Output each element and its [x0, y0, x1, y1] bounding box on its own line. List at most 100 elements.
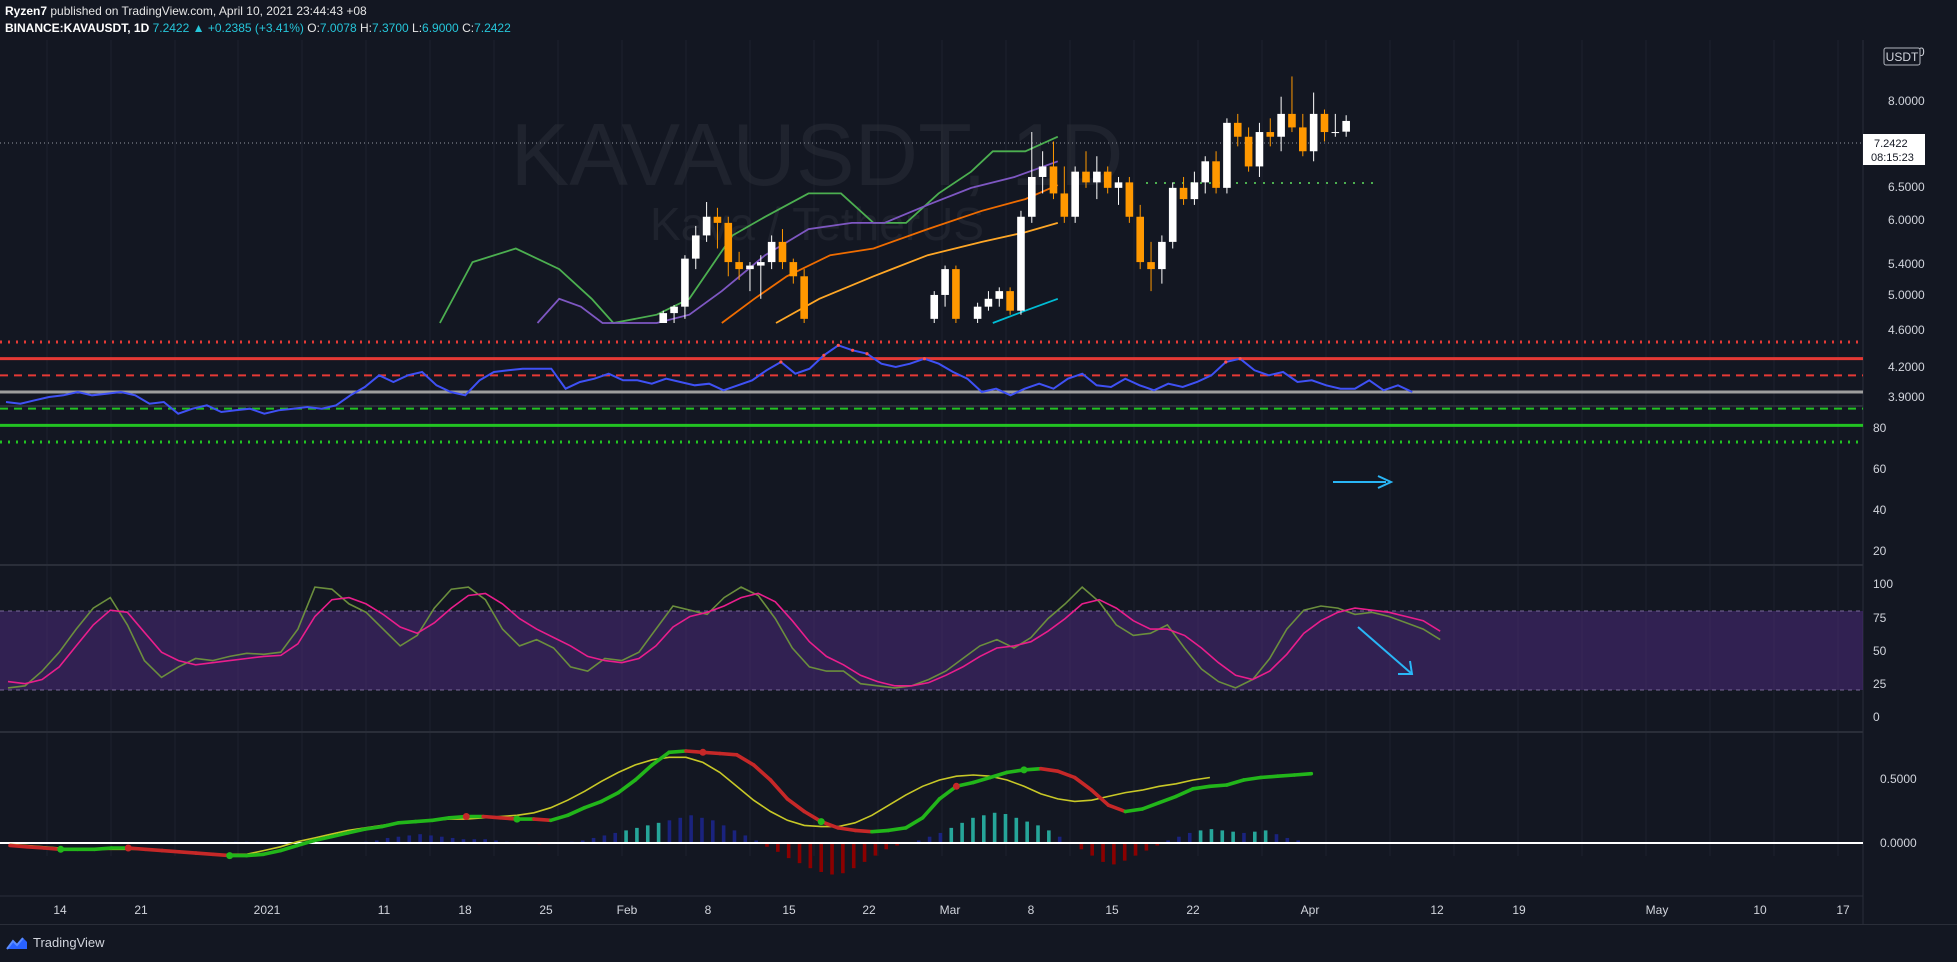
rsi-series-line [5, 344, 1413, 415]
publish-info: Ryzen7 published on TradingView.com, Apr… [5, 4, 367, 18]
price-tick-label: 4.6000 [1888, 323, 1925, 337]
macd-histogram-bar [1025, 821, 1029, 843]
macd-line-segment [1089, 788, 1111, 808]
candle-body [724, 222, 733, 263]
rsi-overbought-point [822, 353, 826, 357]
macd-histogram-bar [938, 832, 943, 843]
macd-line-segment [667, 749, 688, 755]
macd-line-segment [92, 846, 114, 852]
macd-histogram-bar [808, 843, 813, 869]
macd-line-segment [1208, 783, 1229, 789]
rsi-overbought-point [1238, 357, 1242, 361]
footer: TradingView [0, 924, 1957, 962]
macd-line-segment [143, 847, 164, 853]
candle-body [1299, 127, 1307, 152]
macd-histogram-bar [895, 843, 899, 846]
chart-canvas[interactable]: KAVAUSDT, 1D Kava / TetherUS 9.00008.000… [0, 40, 1957, 924]
macd-histogram-bar [1079, 843, 1084, 850]
macd-tick-label: 0.0000 [1880, 836, 1917, 850]
macd-line-segment [160, 848, 181, 854]
price-change: ▲ +0.2385 (+3.41%) [192, 21, 304, 35]
macd-line-segment [650, 750, 671, 767]
macd-histogram-bar [1036, 825, 1040, 843]
candle-body [1158, 241, 1166, 270]
macd-histogram-bar [884, 843, 889, 850]
price-axis[interactable]: 9.00008.00006.50006.00005.40005.00004.60… [1888, 45, 1925, 404]
symbol-legend: BINANCE:KAVAUSDT, 1D 7.2422 ▲ +0.2385 (+… [5, 21, 511, 35]
macd-cross-marker [952, 782, 960, 790]
macd-line-segment [278, 843, 300, 853]
candle-body [1223, 122, 1231, 188]
candle-body [1006, 291, 1014, 311]
candle-body [1082, 171, 1090, 183]
macd-histogram-bar [1274, 834, 1279, 843]
time-tick-label: 17 [1836, 903, 1850, 917]
price-tick-label: 6.0000 [1888, 213, 1925, 227]
time-axis[interactable]: 14 21 2021 11 18 25 Feb 8 15 22 Mar 8 15 22 Apr 12 19 May… [53, 903, 1850, 917]
candle-body [1277, 113, 1285, 137]
macd-line-segment [886, 826, 908, 833]
time-tick-label: 2021 [254, 903, 281, 917]
macd-line-segment [836, 826, 857, 833]
macd-histogram-bar [450, 837, 455, 843]
candle-body [746, 265, 754, 270]
macd-line-segment [1072, 775, 1094, 792]
stoch-rsi-pane[interactable] [0, 586, 1863, 691]
macd-line-segment [1174, 786, 1195, 799]
macd-histogram-bar [1263, 830, 1268, 843]
macd-line-segment [1039, 766, 1060, 774]
candle-body [789, 262, 798, 277]
rsi-tick-label: 40 [1873, 503, 1887, 517]
macd-histogram-bar [721, 825, 726, 843]
candle-body [1190, 182, 1199, 200]
rsi-axis[interactable]: 80 60 40 20 [1873, 421, 1887, 558]
macd-histogram-bar [971, 817, 975, 843]
macd-histogram-bar [580, 840, 585, 843]
macd-histogram-bar [797, 843, 802, 864]
macd-histogram-bar [1003, 814, 1008, 843]
symbol-name[interactable]: BINANCE:KAVAUSDT, 1D [5, 21, 150, 35]
macd-axis[interactable]: 0.5000 0.0000 [1880, 772, 1917, 850]
macd-line-segment [1157, 794, 1178, 805]
stoch-arrow [1357, 626, 1413, 675]
macd-histogram-bar [1296, 840, 1300, 843]
candle-body [1255, 132, 1264, 167]
macd-histogram-bar [645, 825, 650, 843]
candle-body [767, 241, 776, 263]
macd-line-segment [8, 843, 29, 849]
rsi-pane[interactable] [0, 340, 1863, 489]
currency-badge[interactable] [1883, 47, 1921, 66]
macd-histogram-bar [862, 843, 867, 862]
macd-cross-marker [817, 818, 825, 826]
macd-line-segment [346, 827, 367, 835]
candle-body [984, 298, 993, 307]
rsi-line [5, 343, 1413, 415]
macd-line-segment [903, 815, 925, 830]
macd-pane[interactable] [0, 748, 1863, 875]
author-name[interactable]: Ryzen7 [5, 4, 48, 18]
macd-histogram-bar [429, 835, 433, 843]
macd-histogram-bar [1242, 832, 1246, 843]
candle-body [1288, 113, 1296, 128]
time-tick-label: Apr [1301, 903, 1320, 917]
macd-cross-marker [226, 852, 234, 860]
tradingview-brand[interactable]: TradingView [33, 935, 105, 950]
macd-line-segment [1123, 807, 1145, 814]
macd-histogram-bar [732, 830, 737, 843]
macd-line-segment [920, 797, 942, 820]
macd-line-segment [768, 778, 790, 801]
price-tick-label: 5.0000 [1888, 288, 1925, 302]
macd-cross-marker [1020, 766, 1028, 774]
stoch-axis[interactable]: 100 75 50 25 0 [1873, 577, 1893, 724]
macd-histogram-bar [602, 835, 607, 843]
close-value: 7.2422 [474, 21, 511, 35]
time-tick-label: 14 [53, 903, 67, 917]
macd-histogram-bar [1014, 817, 1019, 843]
macd-line-segment [379, 820, 401, 829]
tradingview-logo-icon[interactable] [6, 935, 28, 951]
candle-body [973, 306, 982, 319]
price-pane[interactable] [0, 76, 1863, 324]
open-value: 7.0078 [319, 21, 357, 35]
macd-histogram-bar [743, 835, 748, 843]
rsi-overbought-point [851, 348, 855, 352]
